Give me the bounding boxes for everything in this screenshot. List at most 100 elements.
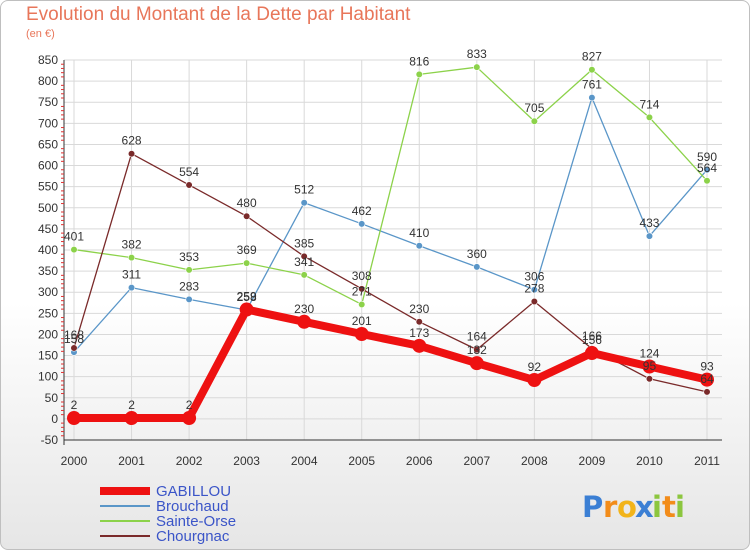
data-label-gabillou: 93 xyxy=(700,360,714,374)
data-label-brouchaud: 258 xyxy=(237,290,257,304)
data-point-gabillou xyxy=(700,372,714,387)
x-tick-label: 2006 xyxy=(406,454,433,468)
y-tick-label: 350 xyxy=(38,264,58,278)
data-point-sainte-orse xyxy=(127,254,136,262)
legend-label-sainte-orse: Sainte-Orse xyxy=(156,513,236,530)
data-label-brouchaud: 410 xyxy=(409,226,429,240)
y-tick-label: 550 xyxy=(38,180,58,194)
x-tick-label: 2011 xyxy=(694,454,720,468)
y-tick-label: 850 xyxy=(38,53,58,67)
data-label-chourgnac: 95 xyxy=(643,359,657,373)
data-label-sainte-orse: 341 xyxy=(294,255,314,269)
data-point-chourgnac xyxy=(703,388,711,396)
data-point-sainte-orse xyxy=(415,70,423,78)
legend-label-chourgnac: Chourgnac xyxy=(156,528,230,545)
x-tick-label: 2008 xyxy=(521,454,548,468)
x-tick-label: 2007 xyxy=(463,454,490,468)
data-point-brouchaud xyxy=(185,295,193,304)
data-point-gabillou xyxy=(584,346,599,361)
data-label-gabillou: 2 xyxy=(128,398,135,412)
data-point-chourgnac xyxy=(358,285,366,293)
data-point-sainte-orse xyxy=(70,245,78,254)
data-point-gabillou xyxy=(354,327,369,342)
axes: -50 0 50 100 150 200 250 300 350 400 450 500 550 600 6… xyxy=(38,53,722,468)
data-point-brouchaud xyxy=(127,283,136,292)
y-tick-label: 650 xyxy=(38,137,58,151)
data-label-sainte-orse: 833 xyxy=(467,47,487,61)
y-tick-label: 400 xyxy=(38,243,58,257)
data-point-sainte-orse xyxy=(185,266,193,274)
data-label-brouchaud: 311 xyxy=(122,268,141,282)
chart-title: Evolution du Montant de la Dette par Hab… xyxy=(26,4,411,25)
data-point-brouchaud xyxy=(530,286,538,294)
x-tick-label: 2009 xyxy=(579,454,606,468)
y-tick-label: 500 xyxy=(38,201,58,215)
data-point-gabillou xyxy=(124,411,139,426)
data-point-chourgnac xyxy=(185,181,193,189)
y-tick-label: 150 xyxy=(38,349,58,363)
data-point-brouchaud xyxy=(415,242,423,250)
data-label-chourgnac: 164 xyxy=(467,330,487,344)
data-point-gabillou xyxy=(182,411,197,426)
y-tick-label: -50 xyxy=(41,433,59,447)
data-label-brouchaud: 761 xyxy=(582,78,602,92)
y-tick-label: 450 xyxy=(38,222,58,236)
legend-label-brouchaud: Brouchaud xyxy=(156,498,229,515)
data-point-gabillou xyxy=(239,302,254,317)
logo-letter: i xyxy=(652,490,662,524)
logo-letter: P xyxy=(582,490,603,524)
y-tick-label: 200 xyxy=(38,327,58,341)
y-tick-label: 800 xyxy=(38,74,58,88)
unit-label: (en €) xyxy=(26,28,55,40)
logo-letter: o xyxy=(617,490,637,524)
data-label-chourgnac: 480 xyxy=(237,196,257,210)
data-label-chourgnac: 168 xyxy=(64,328,84,342)
data-label-brouchaud: 462 xyxy=(352,204,372,218)
data-label-chourgnac: 308 xyxy=(352,269,372,283)
data-point-gabillou xyxy=(412,338,427,353)
data-label-chourgnac: 628 xyxy=(122,134,142,148)
data-label-gabillou: 92 xyxy=(528,360,542,374)
y-tick-label: 300 xyxy=(38,285,58,299)
data-label-brouchaud: 158 xyxy=(64,332,84,346)
data-point-gabillou xyxy=(642,359,657,374)
data-label-gabillou: 173 xyxy=(409,326,429,340)
data-point-sainte-orse xyxy=(358,300,366,309)
y-tick-label: 100 xyxy=(38,370,58,384)
data-label-chourgnac: 230 xyxy=(409,302,429,316)
data-label-gabillou: 2 xyxy=(186,398,193,412)
data-point-chourgnac xyxy=(530,297,538,306)
data-point-brouchaud xyxy=(588,93,596,102)
data-point-brouchaud xyxy=(473,263,481,271)
x-tick-label: 2004 xyxy=(291,454,318,468)
x-tick-label: 2010 xyxy=(636,454,663,468)
data-point-gabillou xyxy=(469,356,484,371)
data-label-brouchaud: 283 xyxy=(179,279,199,293)
data-point-sainte-orse xyxy=(243,259,251,267)
data-label-gabillou: 230 xyxy=(294,302,314,316)
y-tick-label: 50 xyxy=(45,391,59,405)
data-point-brouchaud xyxy=(703,166,711,174)
data-label-chourgnac: 278 xyxy=(524,282,544,296)
data-label-sainte-orse: 353 xyxy=(179,250,199,264)
data-point-sainte-orse xyxy=(473,63,481,71)
data-label-gabillou: 201 xyxy=(352,314,372,328)
data-label-sainte-orse: 827 xyxy=(582,50,602,64)
data-point-chourgnac xyxy=(70,344,78,352)
y-tick-label: 750 xyxy=(38,95,58,109)
data-point-brouchaud xyxy=(300,199,308,207)
data-label-sainte-orse: 816 xyxy=(409,54,429,68)
data-label-sainte-orse: 564 xyxy=(697,161,717,175)
y-tick-label: 700 xyxy=(38,116,58,130)
legend-label-gabillou: GABILLOU xyxy=(156,483,231,500)
data-point-gabillou xyxy=(67,411,81,426)
data-point-brouchaud xyxy=(645,232,654,240)
data-label-brouchaud: 590 xyxy=(697,150,717,164)
data-point-gabillou xyxy=(297,314,312,329)
data-point-chourgnac xyxy=(415,318,423,326)
data-label-chourgnac: 64 xyxy=(700,372,714,386)
logo-letter: i xyxy=(675,490,685,524)
data-label-sainte-orse: 369 xyxy=(237,243,257,257)
